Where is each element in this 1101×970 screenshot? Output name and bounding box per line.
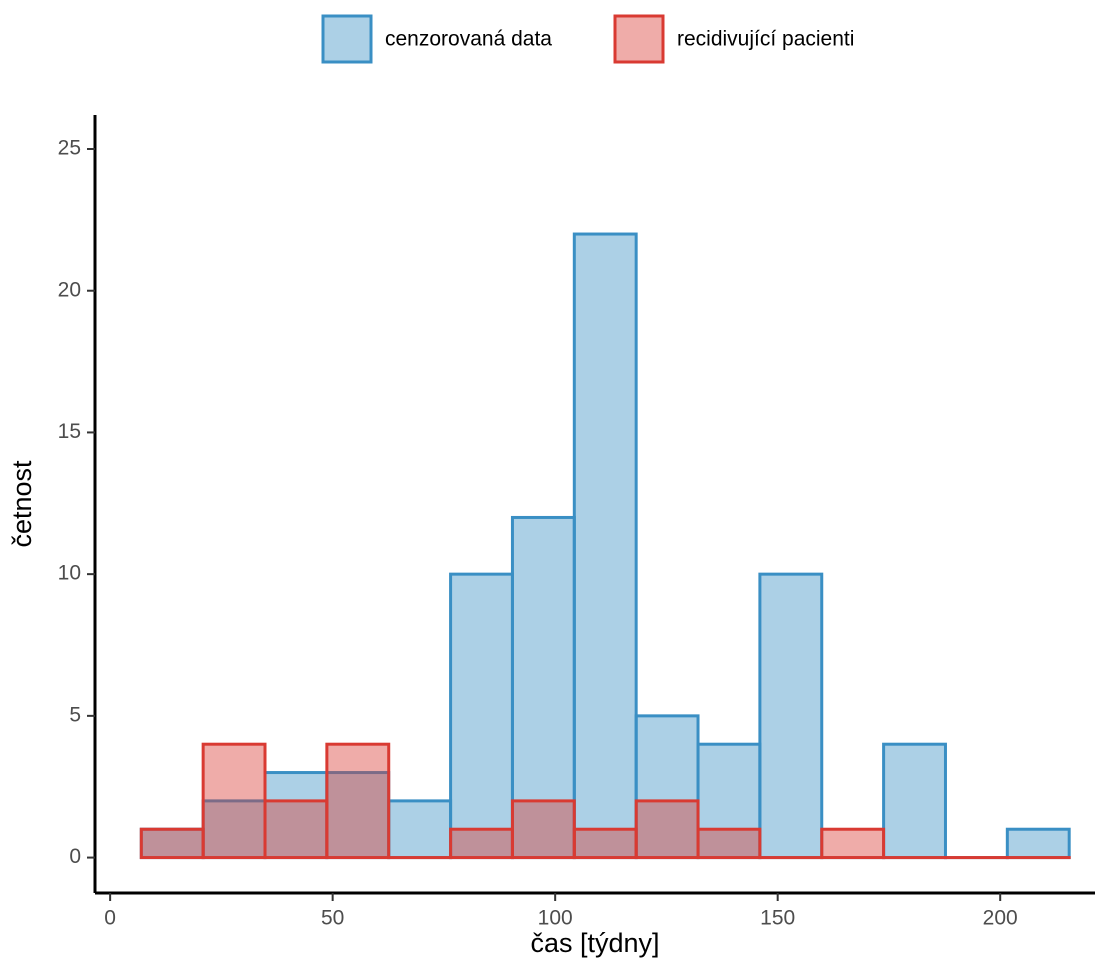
bar: [387, 799, 453, 860]
x-tick-label: 150: [760, 907, 795, 930]
bar: [572, 232, 638, 860]
y-tick-label: 20: [58, 278, 81, 301]
x-tick-label: 100: [538, 907, 573, 930]
bar: [449, 827, 514, 860]
y-axis-title: četnost: [7, 460, 37, 548]
legend-label: cenzorovaná data: [385, 28, 552, 51]
bar: [882, 742, 947, 860]
bar: [572, 827, 638, 860]
bar: [201, 742, 267, 860]
bar: [139, 827, 205, 860]
bar: [449, 572, 514, 860]
legend-label: recidivující pacienti: [677, 28, 854, 51]
bar: [820, 827, 886, 860]
y-tick-label: 25: [58, 137, 81, 160]
legend-key: [613, 14, 665, 64]
legend-key: [321, 14, 373, 64]
y-tick-label: 15: [58, 420, 81, 443]
bar: [263, 799, 329, 860]
x-axis-title: čas [týdny]: [530, 928, 659, 958]
bar: [696, 827, 762, 860]
bar: [634, 799, 700, 860]
bar: [758, 572, 824, 860]
x-tick-label: 0: [104, 907, 116, 930]
x-tick-label: 50: [321, 907, 344, 930]
y-tick-label: 0: [69, 845, 81, 868]
y-tick-label: 5: [69, 703, 81, 726]
bar: [1005, 827, 1071, 860]
y-tick-label: 10: [58, 562, 81, 585]
bar: [634, 714, 700, 860]
x-tick-label: 200: [983, 907, 1018, 930]
bar: [510, 799, 576, 860]
bar: [325, 742, 391, 860]
